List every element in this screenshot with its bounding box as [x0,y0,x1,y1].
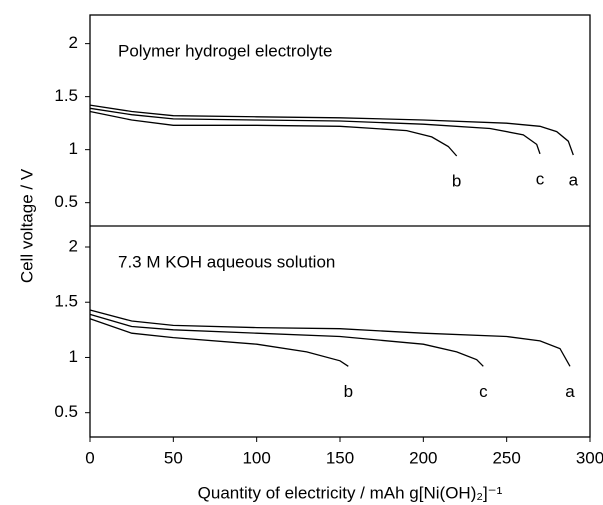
x-tick-label: 150 [326,448,354,467]
curve [89,318,349,367]
curve [89,110,458,157]
curve-label: b [344,382,353,401]
curve-label: b [452,172,461,191]
curve-label: c [536,169,545,188]
x-axis-label: Quantity of electricity / mAh g[Ni(OH)₂]… [198,483,503,502]
y-tick-label: 0.5 [54,402,78,421]
y-tick-label: 0.5 [54,192,78,211]
y-tick-label: 1 [69,139,78,158]
curve [89,313,484,367]
x-tick-label: 50 [164,448,183,467]
curve [89,309,571,367]
curve-label: a [569,170,579,189]
y-axis-label: Cell voltage / V [17,168,36,283]
x-tick-label: 250 [492,448,520,467]
x-tick-label: 100 [242,448,270,467]
y-tick-label: 2 [69,33,78,52]
x-tick-label: 300 [576,448,603,467]
x-tick-label: 0 [85,448,94,467]
curve [89,107,541,155]
curve [89,104,574,156]
panel-title: 7.3 M KOH aqueous solution [118,252,335,271]
y-tick-label: 1.5 [54,86,78,105]
y-tick-label: 2 [69,236,78,255]
panel-title: Polymer hydrogel electrolyte [118,41,332,60]
x-tick-label: 200 [409,448,437,467]
y-tick-label: 1 [69,347,78,366]
y-tick-label: 1.5 [54,292,78,311]
curve-label: c [479,382,488,401]
curve-label: a [565,382,575,401]
